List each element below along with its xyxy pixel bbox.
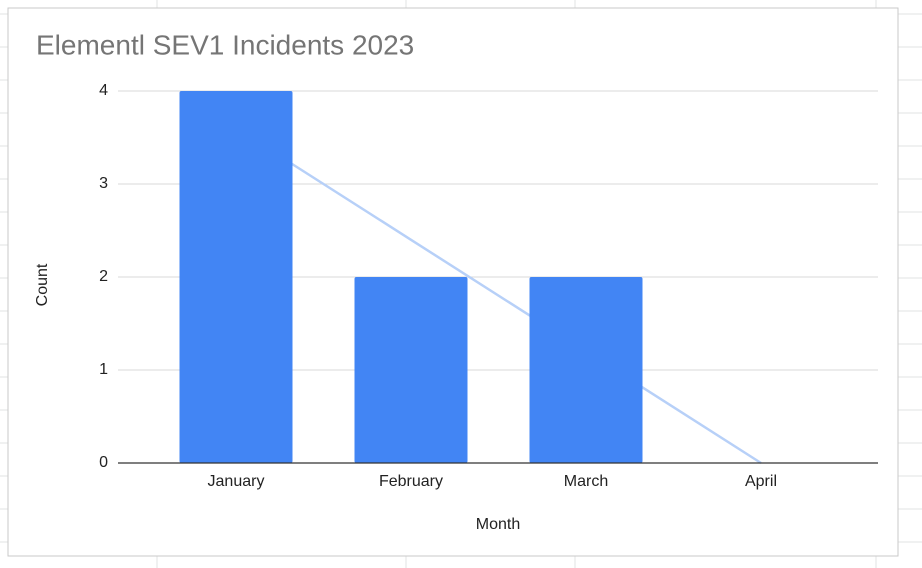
y-tick-label: 0: [99, 454, 108, 471]
bar: [529, 277, 643, 463]
chart-title: Elementl SEV1 Incidents 2023: [36, 29, 414, 60]
x-tick-label: February: [379, 473, 443, 490]
y-tick-label: 4: [99, 82, 108, 99]
bar: [179, 91, 293, 463]
y-axis-label: Count: [34, 263, 51, 306]
y-tick-label: 2: [99, 268, 108, 285]
x-tick-label: April: [745, 473, 777, 490]
trendline: [235, 127, 762, 465]
bar: [354, 277, 468, 463]
x-tick-label: March: [564, 473, 608, 490]
x-axis-label: Month: [476, 516, 520, 533]
x-tick-label: January: [208, 473, 265, 490]
y-tick-label: 3: [99, 175, 108, 192]
y-tick-label: 1: [99, 361, 108, 378]
